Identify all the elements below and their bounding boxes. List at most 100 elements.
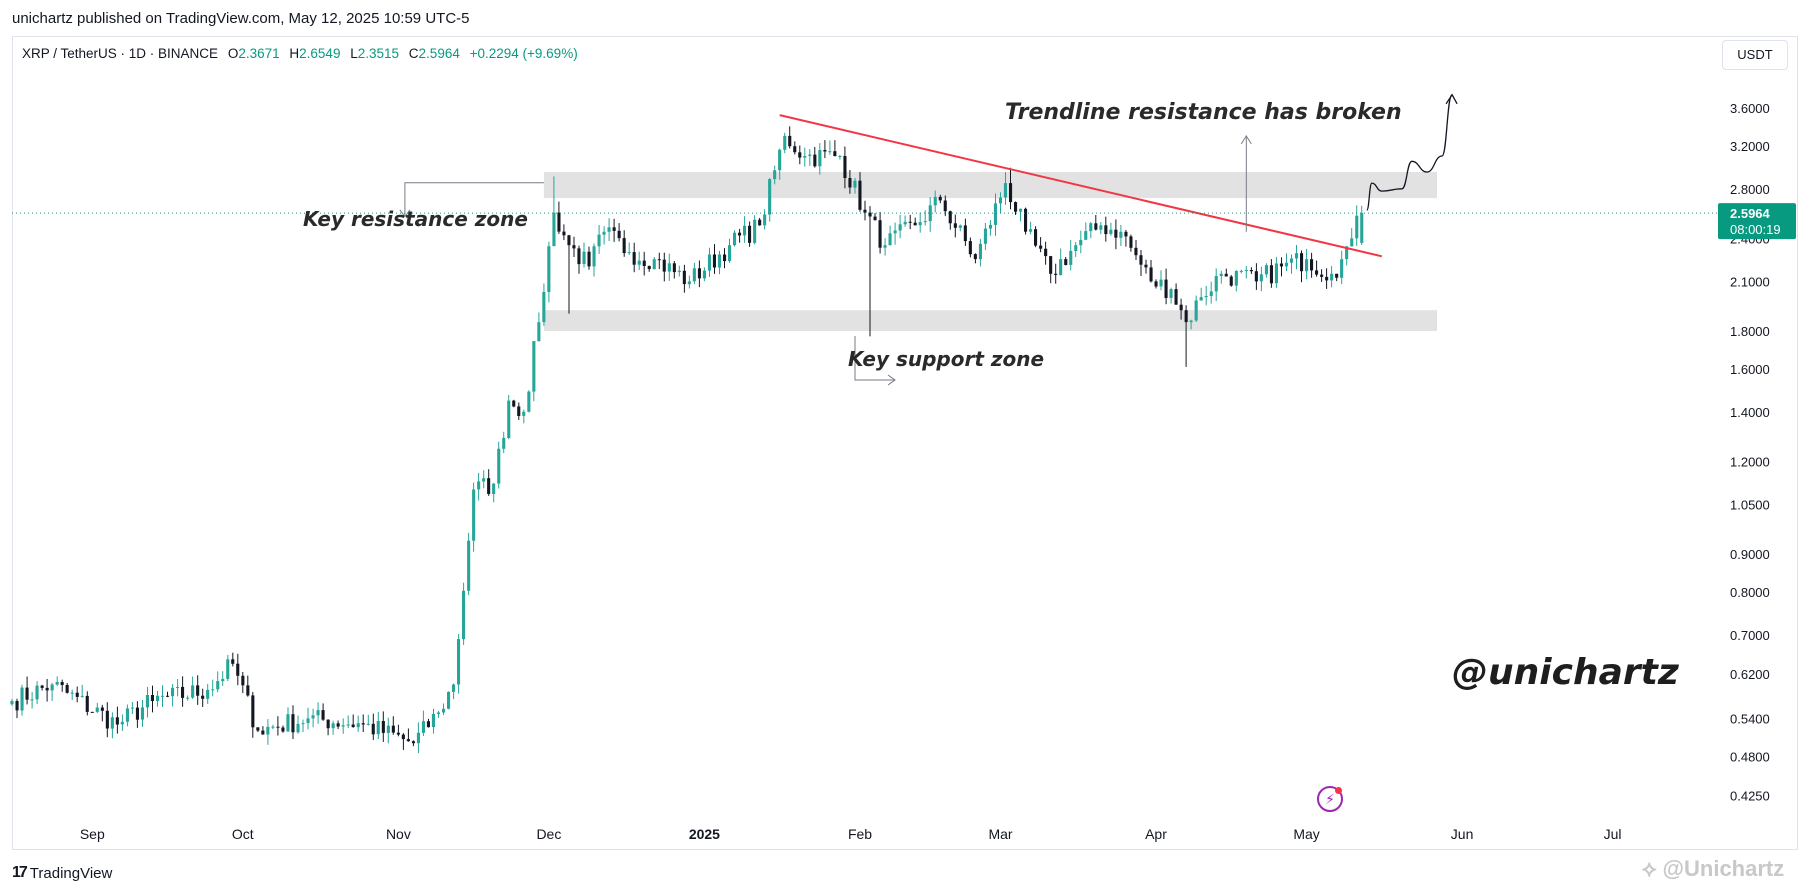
candle[interactable] xyxy=(607,218,611,241)
candle[interactable] xyxy=(642,251,646,276)
candle[interactable] xyxy=(436,710,440,718)
candle[interactable] xyxy=(105,702,109,738)
candle[interactable] xyxy=(296,715,300,734)
candle[interactable] xyxy=(592,243,596,277)
candle[interactable] xyxy=(627,242,631,256)
candle[interactable] xyxy=(100,704,104,722)
candle[interactable] xyxy=(938,194,942,204)
candle[interactable] xyxy=(1144,259,1148,274)
candle[interactable] xyxy=(612,218,616,242)
candle[interactable] xyxy=(1019,208,1023,222)
candle[interactable] xyxy=(502,431,506,454)
candle[interactable] xyxy=(602,226,606,245)
bolt-icon[interactable]: ⚡ xyxy=(1317,786,1343,812)
candle[interactable] xyxy=(1360,205,1364,245)
trendline[interactable] xyxy=(779,114,1383,258)
candle[interactable] xyxy=(768,178,772,222)
candle[interactable] xyxy=(497,441,501,489)
candle[interactable] xyxy=(532,341,536,402)
candle[interactable] xyxy=(1269,259,1273,288)
candle[interactable] xyxy=(617,223,621,242)
candle[interactable] xyxy=(156,690,160,707)
candle[interactable] xyxy=(150,685,154,713)
candle[interactable] xyxy=(1069,240,1073,271)
candle[interactable] xyxy=(241,672,245,694)
candle[interactable] xyxy=(421,710,425,736)
candle[interactable] xyxy=(1209,281,1213,304)
candle[interactable] xyxy=(923,210,927,226)
candle[interactable] xyxy=(1119,224,1123,246)
tradingview-logo[interactable]: 17 TradingView xyxy=(12,864,112,882)
candle[interactable] xyxy=(75,686,79,703)
candle[interactable] xyxy=(1274,256,1278,288)
candle[interactable] xyxy=(542,283,546,326)
candle[interactable] xyxy=(1355,205,1359,246)
candle[interactable] xyxy=(918,212,922,233)
currency-button[interactable]: USDT xyxy=(1722,40,1788,70)
candle[interactable] xyxy=(697,260,701,288)
candle[interactable] xyxy=(30,691,34,709)
candle[interactable] xyxy=(25,676,29,705)
candle[interactable] xyxy=(140,700,144,727)
candle[interactable] xyxy=(1224,268,1228,277)
candle[interactable] xyxy=(1310,252,1314,278)
candle[interactable] xyxy=(266,719,270,745)
candle[interactable] xyxy=(958,224,962,232)
candle[interactable] xyxy=(743,216,747,243)
candle[interactable] xyxy=(692,262,696,285)
candle[interactable] xyxy=(587,246,591,270)
candle[interactable] xyxy=(477,472,481,501)
candle[interactable] xyxy=(878,212,882,254)
candle[interactable] xyxy=(221,671,225,686)
candle[interactable] xyxy=(988,220,992,236)
candle[interactable] xyxy=(201,688,205,707)
candle[interactable] xyxy=(1124,230,1128,247)
candle[interactable] xyxy=(798,145,802,165)
candle[interactable] xyxy=(1064,257,1068,266)
candle[interactable] xyxy=(622,230,626,257)
candle[interactable] xyxy=(712,244,716,274)
candle[interactable] xyxy=(487,469,491,496)
candle[interactable] xyxy=(1039,237,1043,253)
candle[interactable] xyxy=(80,684,84,698)
candle[interactable] xyxy=(1129,234,1133,252)
candle[interactable] xyxy=(647,265,651,272)
candle[interactable] xyxy=(130,702,134,714)
candle[interactable] xyxy=(467,532,471,596)
candle[interactable] xyxy=(597,225,601,254)
candle[interactable] xyxy=(186,695,190,701)
candle[interactable] xyxy=(537,312,541,342)
candle[interactable] xyxy=(426,718,430,728)
candle[interactable] xyxy=(567,234,571,314)
candle[interactable] xyxy=(416,722,420,754)
candle[interactable] xyxy=(115,706,119,734)
candle[interactable] xyxy=(512,399,516,408)
candle[interactable] xyxy=(276,716,280,736)
candle[interactable] xyxy=(1184,305,1188,367)
candle[interactable] xyxy=(1194,295,1198,322)
candle[interactable] xyxy=(1199,287,1203,301)
candle[interactable] xyxy=(883,238,887,256)
candle[interactable] xyxy=(251,692,255,738)
candle[interactable] xyxy=(1024,207,1028,235)
candle[interactable] xyxy=(351,714,355,728)
candle[interactable] xyxy=(1289,254,1293,274)
candle[interactable] xyxy=(452,683,456,700)
candle[interactable] xyxy=(1305,248,1309,280)
candle[interactable] xyxy=(1239,269,1243,274)
candle[interactable] xyxy=(818,143,822,175)
candle[interactable] xyxy=(1234,270,1238,292)
candle[interactable] xyxy=(70,689,74,701)
candle[interactable] xyxy=(1154,279,1158,289)
candle[interactable] xyxy=(572,236,576,257)
candle[interactable] xyxy=(1014,201,1018,215)
candle[interactable] xyxy=(65,683,69,694)
candle[interactable] xyxy=(1034,226,1038,248)
resistance-callout[interactable] xyxy=(404,182,544,217)
candle[interactable] xyxy=(687,275,691,289)
candle[interactable] xyxy=(823,140,827,159)
candle[interactable] xyxy=(662,252,666,282)
candle[interactable] xyxy=(672,261,676,279)
candle[interactable] xyxy=(1229,275,1233,287)
candle[interactable] xyxy=(953,214,957,238)
